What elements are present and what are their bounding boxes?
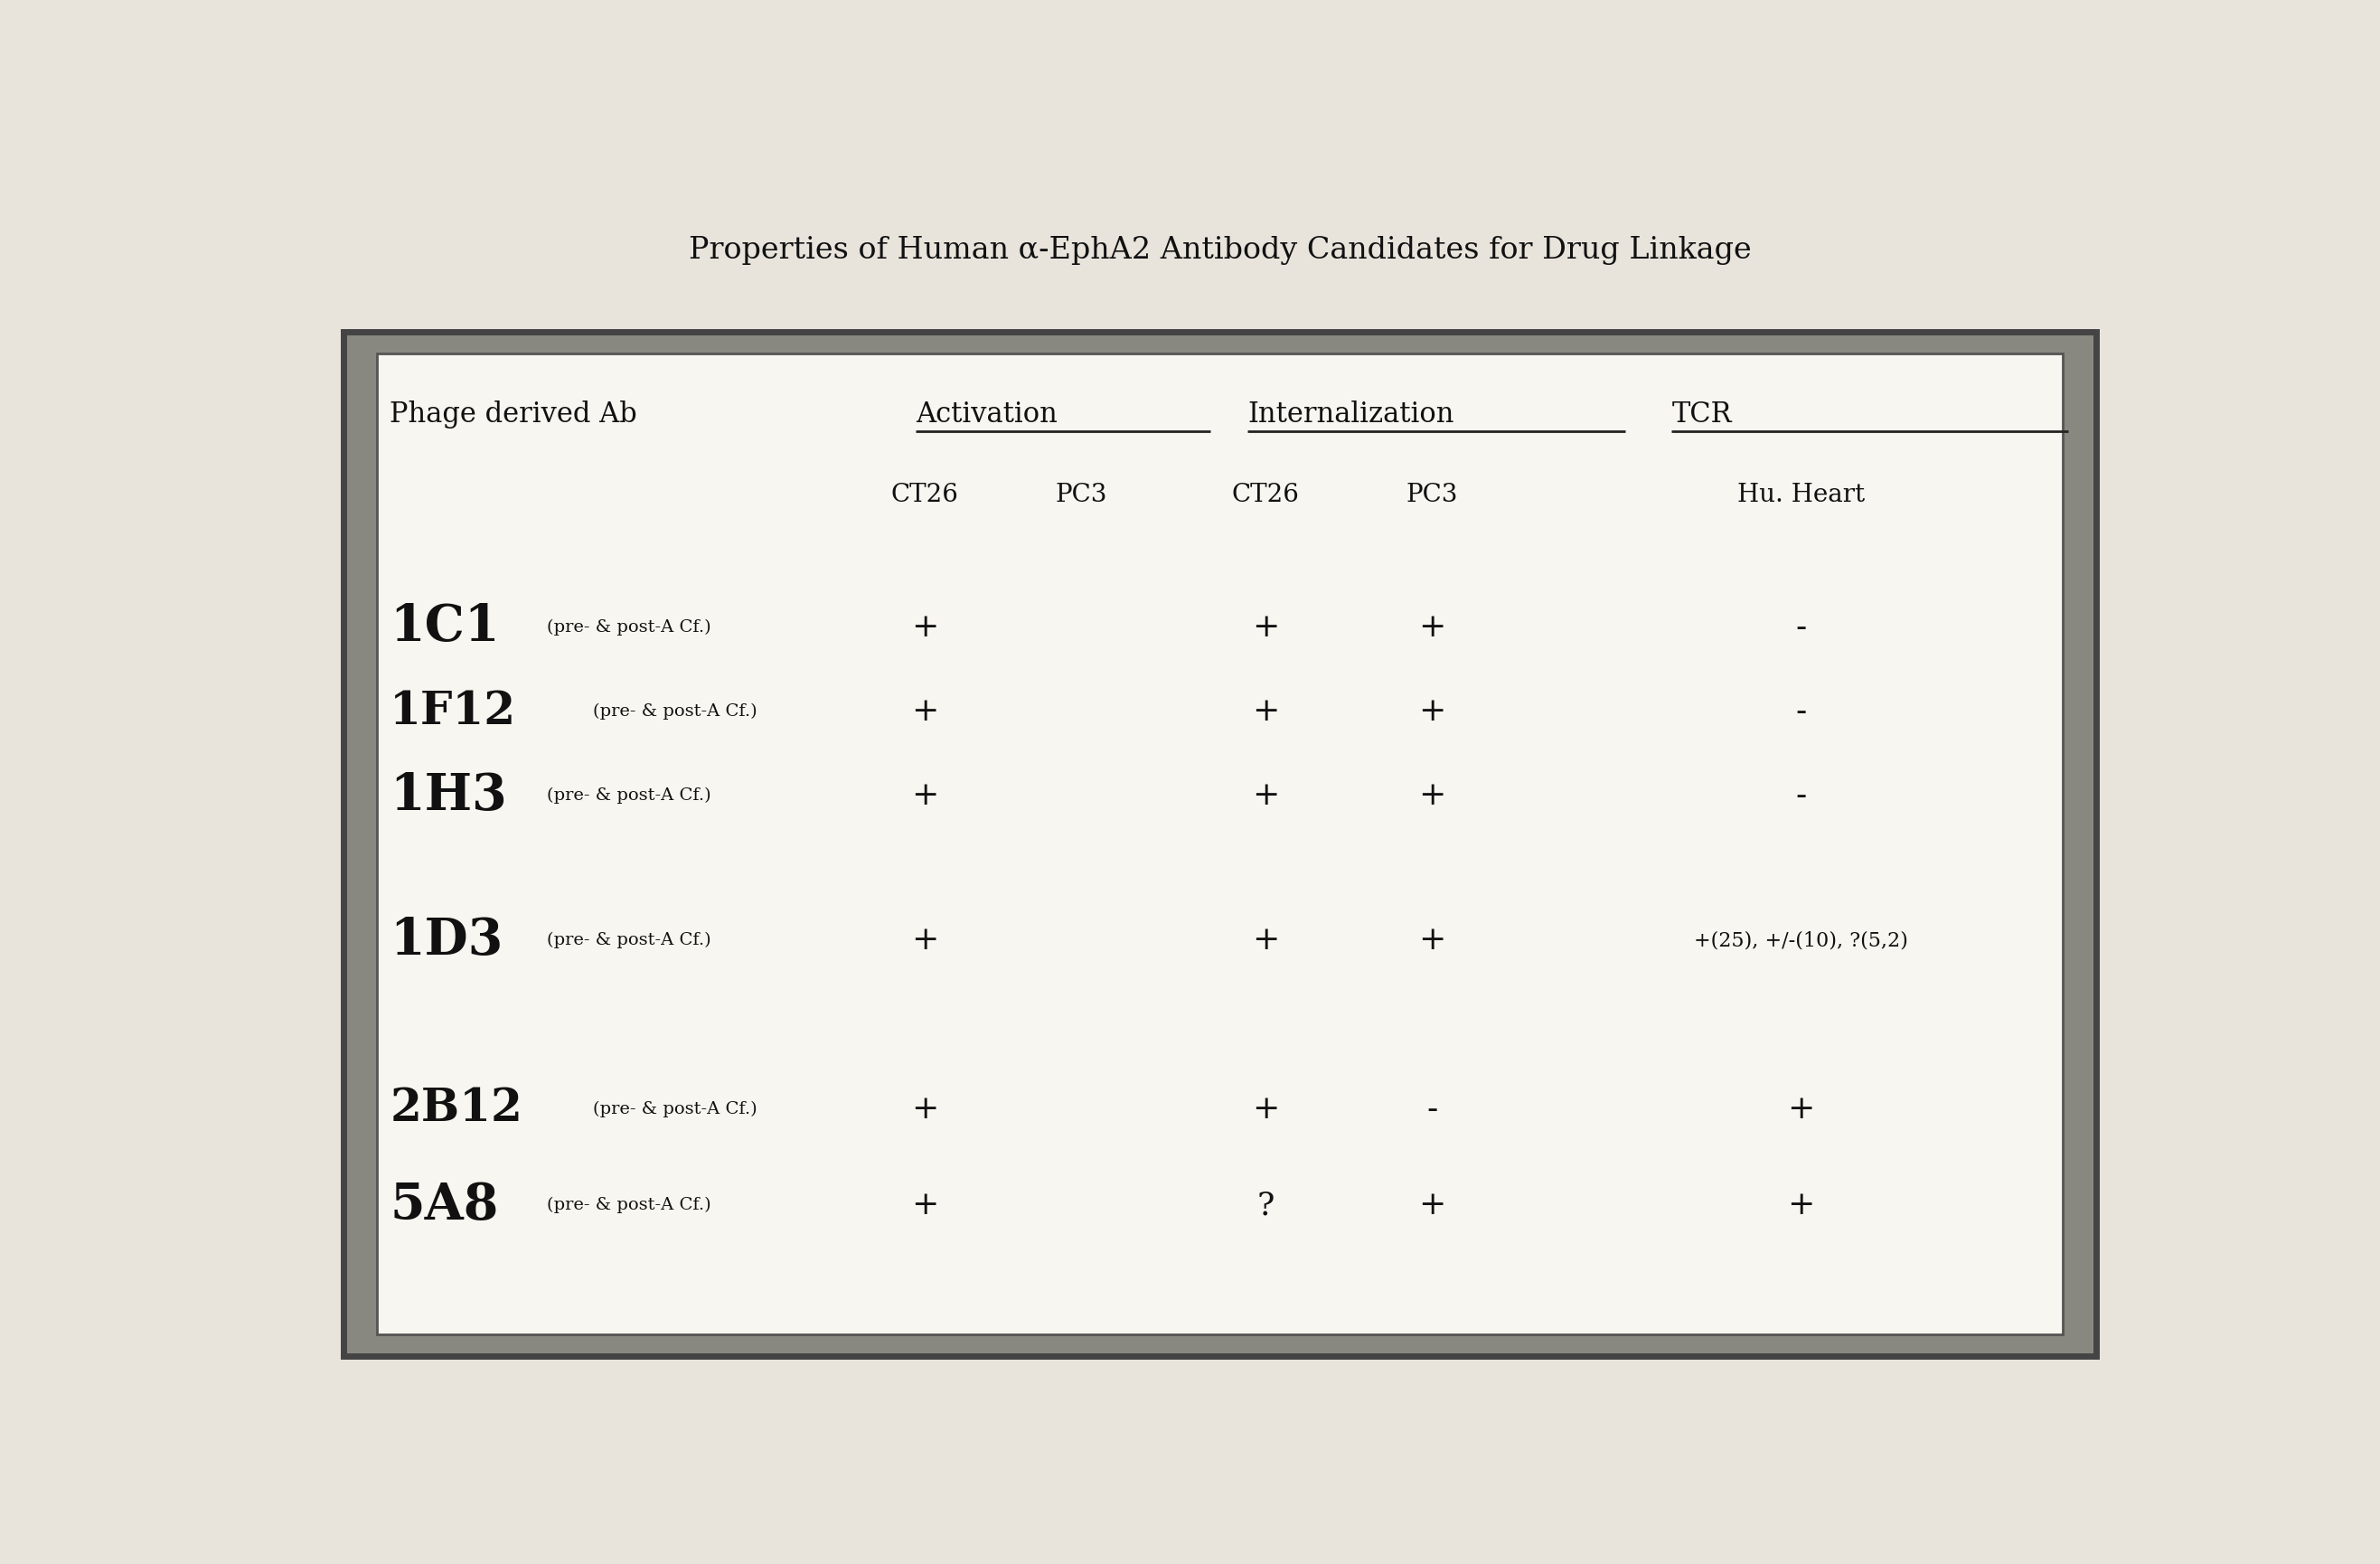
Text: 2B12: 2B12 xyxy=(390,1087,524,1131)
Text: PC3: PC3 xyxy=(1407,482,1459,507)
Text: Activation: Activation xyxy=(916,400,1057,429)
Text: (pre- & post-A Cf.): (pre- & post-A Cf.) xyxy=(547,1196,712,1214)
Text: (pre- & post-A Cf.): (pre- & post-A Cf.) xyxy=(547,788,712,804)
Text: +: + xyxy=(1252,924,1280,956)
Text: 1C1: 1C1 xyxy=(390,602,500,652)
Text: 1F12: 1F12 xyxy=(390,690,516,734)
Text: +: + xyxy=(912,780,938,812)
Text: +: + xyxy=(1418,696,1445,727)
Text: +: + xyxy=(912,696,938,727)
Text: +: + xyxy=(1252,612,1280,643)
Text: PC3: PC3 xyxy=(1054,482,1107,507)
Text: -: - xyxy=(1795,696,1806,727)
Text: CT26: CT26 xyxy=(1233,482,1299,507)
Text: +: + xyxy=(1418,612,1445,643)
Text: +: + xyxy=(1418,1190,1445,1220)
Text: +: + xyxy=(1787,1093,1814,1125)
Text: ?: ? xyxy=(1257,1190,1276,1220)
Text: +: + xyxy=(912,1190,938,1220)
Text: Internalization: Internalization xyxy=(1247,400,1454,429)
Text: +: + xyxy=(1252,780,1280,812)
FancyBboxPatch shape xyxy=(343,332,2097,1356)
Text: -: - xyxy=(1795,780,1806,812)
Text: +: + xyxy=(1252,1093,1280,1125)
Text: -: - xyxy=(1795,612,1806,643)
Text: (pre- & post-A Cf.): (pre- & post-A Cf.) xyxy=(547,619,712,635)
Text: +: + xyxy=(1418,780,1445,812)
Text: 1D3: 1D3 xyxy=(390,915,502,965)
Text: +: + xyxy=(912,612,938,643)
Text: +: + xyxy=(912,924,938,956)
Text: +: + xyxy=(1418,924,1445,956)
Text: 5A8: 5A8 xyxy=(390,1181,497,1231)
Text: Properties of Human α-EphA2 Antibody Candidates for Drug Linkage: Properties of Human α-EphA2 Antibody Can… xyxy=(688,236,1752,264)
Text: Phage derived Ab: Phage derived Ab xyxy=(390,400,638,429)
Text: (pre- & post-A Cf.): (pre- & post-A Cf.) xyxy=(547,932,712,949)
Text: Hu. Heart: Hu. Heart xyxy=(1737,482,1864,507)
Text: CT26: CT26 xyxy=(890,482,959,507)
Text: +: + xyxy=(1252,696,1280,727)
Text: +: + xyxy=(1787,1190,1814,1220)
Text: (pre- & post-A Cf.): (pre- & post-A Cf.) xyxy=(593,1101,757,1117)
Text: -: - xyxy=(1426,1093,1438,1125)
Text: +(25), +/-(10), ?(5,2): +(25), +/-(10), ?(5,2) xyxy=(1695,931,1909,951)
FancyBboxPatch shape xyxy=(376,353,2063,1334)
Text: 1H3: 1H3 xyxy=(390,771,507,821)
Text: TCR: TCR xyxy=(1671,400,1733,429)
Text: +: + xyxy=(912,1093,938,1125)
Text: (pre- & post-A Cf.): (pre- & post-A Cf.) xyxy=(593,704,757,719)
